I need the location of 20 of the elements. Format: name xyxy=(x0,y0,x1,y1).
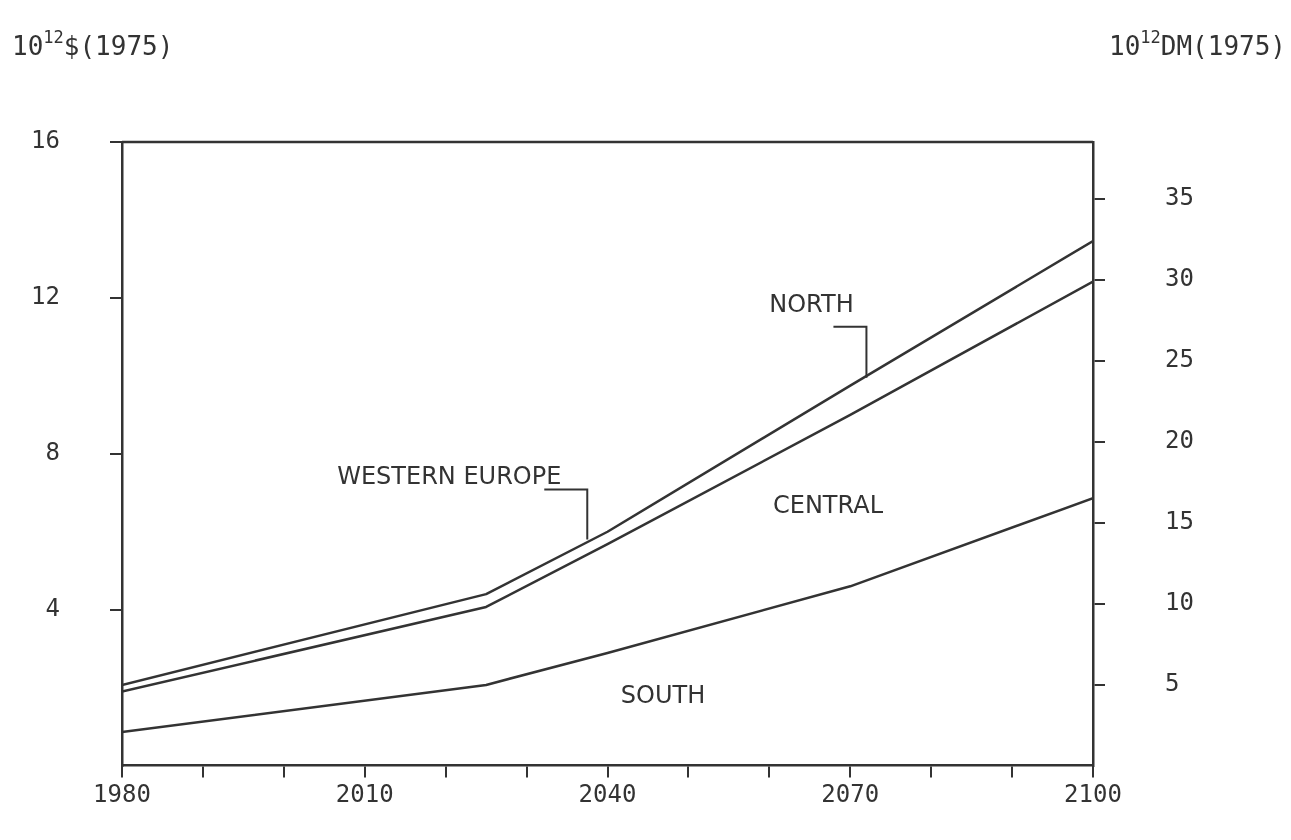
y2-tick-label: 15 xyxy=(1165,506,1194,535)
x-tick-label: 2010 xyxy=(335,780,394,809)
y-tick-label: 12 xyxy=(31,282,60,311)
y2-tick-label: 10 xyxy=(1165,587,1194,616)
y2-tick-label: 25 xyxy=(1165,344,1194,373)
x-tick-label: 2070 xyxy=(821,780,880,809)
y2-tick-label: 35 xyxy=(1165,182,1194,211)
annotation: SOUTH xyxy=(620,680,706,709)
y-tick-label: 8 xyxy=(45,438,60,467)
x-tick-label: 2040 xyxy=(578,780,637,809)
annotation: CENTRAL xyxy=(773,491,884,520)
y2-tick-label: 20 xyxy=(1165,425,1194,454)
y2-tick-label: 30 xyxy=(1165,263,1194,292)
annotation: WESTERN EUROPE xyxy=(337,461,562,490)
annotation: NORTH xyxy=(769,290,854,319)
x-tick-label: 2100 xyxy=(1064,780,1122,809)
y-tick-label: 4 xyxy=(45,593,60,622)
x-tick-label: 1980 xyxy=(93,780,151,809)
y-tick-label: 16 xyxy=(31,126,60,155)
y2-tick-label: 5 xyxy=(1165,668,1180,697)
